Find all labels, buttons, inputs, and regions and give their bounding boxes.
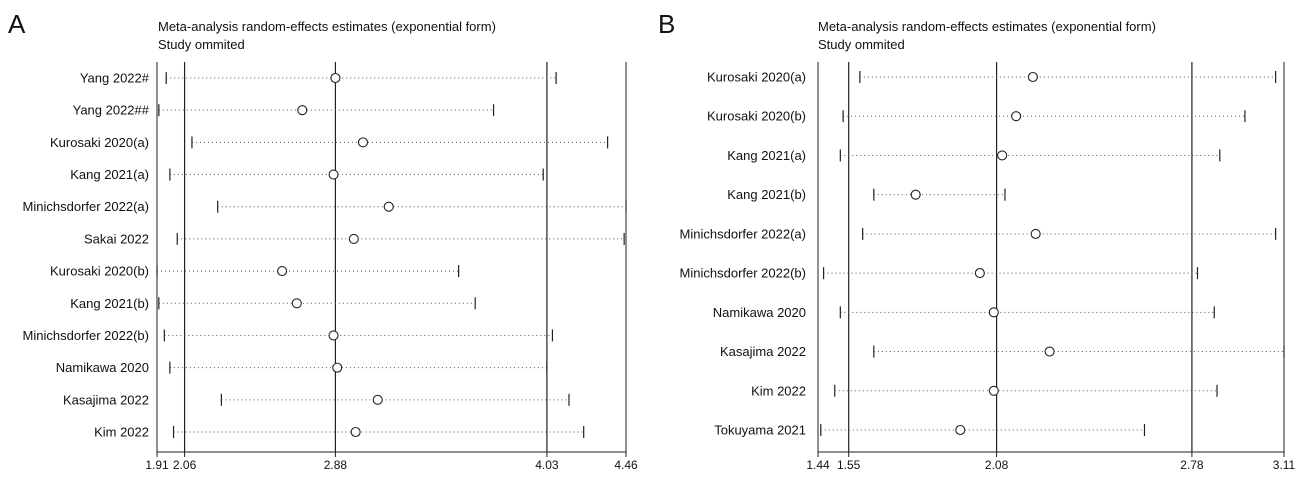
estimate-point — [372, 394, 383, 405]
panel-a: A Meta-analysis random-effects estimates… — [0, 0, 650, 472]
study-label: Minichsdorfer 2022(b) — [23, 328, 149, 343]
study-label: Kurosaki 2020(b) — [707, 109, 806, 124]
study-label: Kurosaki 2020(a) — [707, 70, 806, 85]
estimate-point — [330, 72, 341, 84]
study-label: Yang 2022## — [73, 103, 150, 118]
estimate-point — [997, 150, 1008, 161]
estimate-point — [1030, 228, 1041, 239]
panel-letter: B — [658, 9, 675, 39]
study-label: Kasajima 2022 — [720, 344, 806, 359]
estimate-point — [1011, 111, 1022, 122]
estimate-point — [291, 298, 302, 309]
estimate-point — [348, 233, 359, 244]
study-label: Namikawa 2020 — [713, 305, 806, 320]
estimate-point — [1027, 71, 1038, 83]
estimate-point — [328, 330, 339, 341]
forest-plot-b: B Meta-analysis random-effects estimates… — [658, 9, 1296, 472]
estimate-point — [277, 266, 288, 277]
study-label: Minichsdorfer 2022(b) — [680, 266, 806, 281]
study-label: Kim 2022 — [751, 383, 806, 398]
estimate-point — [383, 201, 394, 212]
study-label: Kurosaki 2020(b) — [50, 264, 149, 279]
study-label: Kang 2021(b) — [70, 296, 149, 311]
plot-area: 1.91 2.06 2.88 4.03 4.46 Yang 2022# Yang 2022#… — [23, 62, 638, 472]
study-label: Kasajima 2022 — [63, 392, 149, 407]
estimate-point — [988, 385, 999, 396]
x-tick-label: 2.06 — [173, 458, 197, 472]
x-tick-label: 1.44 — [806, 458, 830, 472]
estimate-point — [910, 189, 921, 200]
chart-title: Meta-analysis random-effects estimates (… — [818, 19, 1156, 34]
study-label: Kang 2021(b) — [727, 187, 806, 202]
chart-subtitle: Study ommited — [818, 37, 905, 52]
study-label: Minichsdorfer 2022(a) — [680, 226, 806, 241]
study-label: Namikawa 2020 — [56, 360, 149, 375]
study-label: Yang 2022# — [80, 71, 150, 86]
estimate-point — [955, 424, 966, 436]
study-label: Kim 2022 — [94, 425, 149, 440]
study-label: Kurosaki 2020(a) — [50, 135, 149, 150]
panel-b: B Meta-analysis random-effects estimates… — [650, 0, 1301, 472]
x-tick-label: 4.03 — [535, 458, 559, 472]
study-label: Sakai 2022 — [84, 231, 149, 246]
chart-title: Meta-analysis random-effects estimates (… — [158, 19, 496, 34]
estimate-point — [328, 169, 339, 180]
x-tick-label: 1.55 — [837, 458, 861, 472]
study-label: Minichsdorfer 2022(a) — [23, 199, 149, 214]
x-tick-label: 2.08 — [985, 458, 1009, 472]
estimate-point — [332, 362, 343, 373]
estimate-point — [297, 105, 308, 116]
study-label: Kang 2021(a) — [70, 167, 149, 182]
x-tick-label: 3.11 — [1273, 458, 1296, 472]
x-tick-label: 4.46 — [614, 458, 638, 472]
estimate-point — [974, 268, 985, 279]
study-label: Tokuyama 2021 — [714, 423, 806, 438]
estimate-point — [350, 426, 361, 438]
x-tick-label: 1.91 — [145, 458, 169, 472]
chart-subtitle: Study ommited — [158, 37, 245, 52]
x-tick-label: 2.78 — [1180, 458, 1204, 472]
study-label: Kang 2021(a) — [727, 148, 806, 163]
plot-area: 1.44 1.55 2.08 2.78 3.11 Kurosaki 2020(a) Kuro… — [680, 62, 1296, 472]
panel-letter: A — [8, 9, 26, 39]
estimate-point — [357, 137, 369, 148]
x-tick-label: 2.88 — [324, 458, 348, 472]
estimate-point — [1044, 346, 1055, 357]
forest-plot-a: A Meta-analysis random-effects estimates… — [8, 9, 638, 472]
estimate-point — [988, 307, 999, 318]
